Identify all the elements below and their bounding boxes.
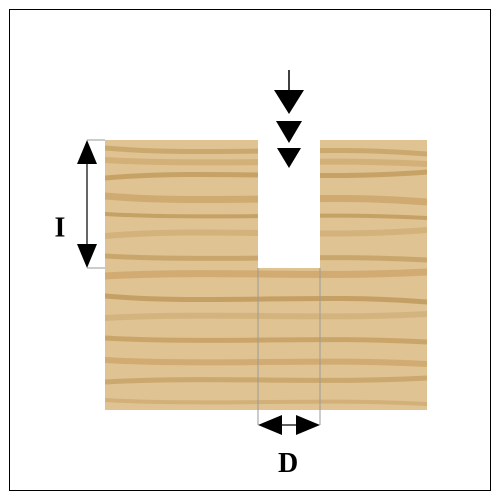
dimension-I-label: I [55, 212, 66, 243]
dimension-D-label: D [278, 448, 298, 479]
diagram-svg: ID [0, 0, 500, 500]
